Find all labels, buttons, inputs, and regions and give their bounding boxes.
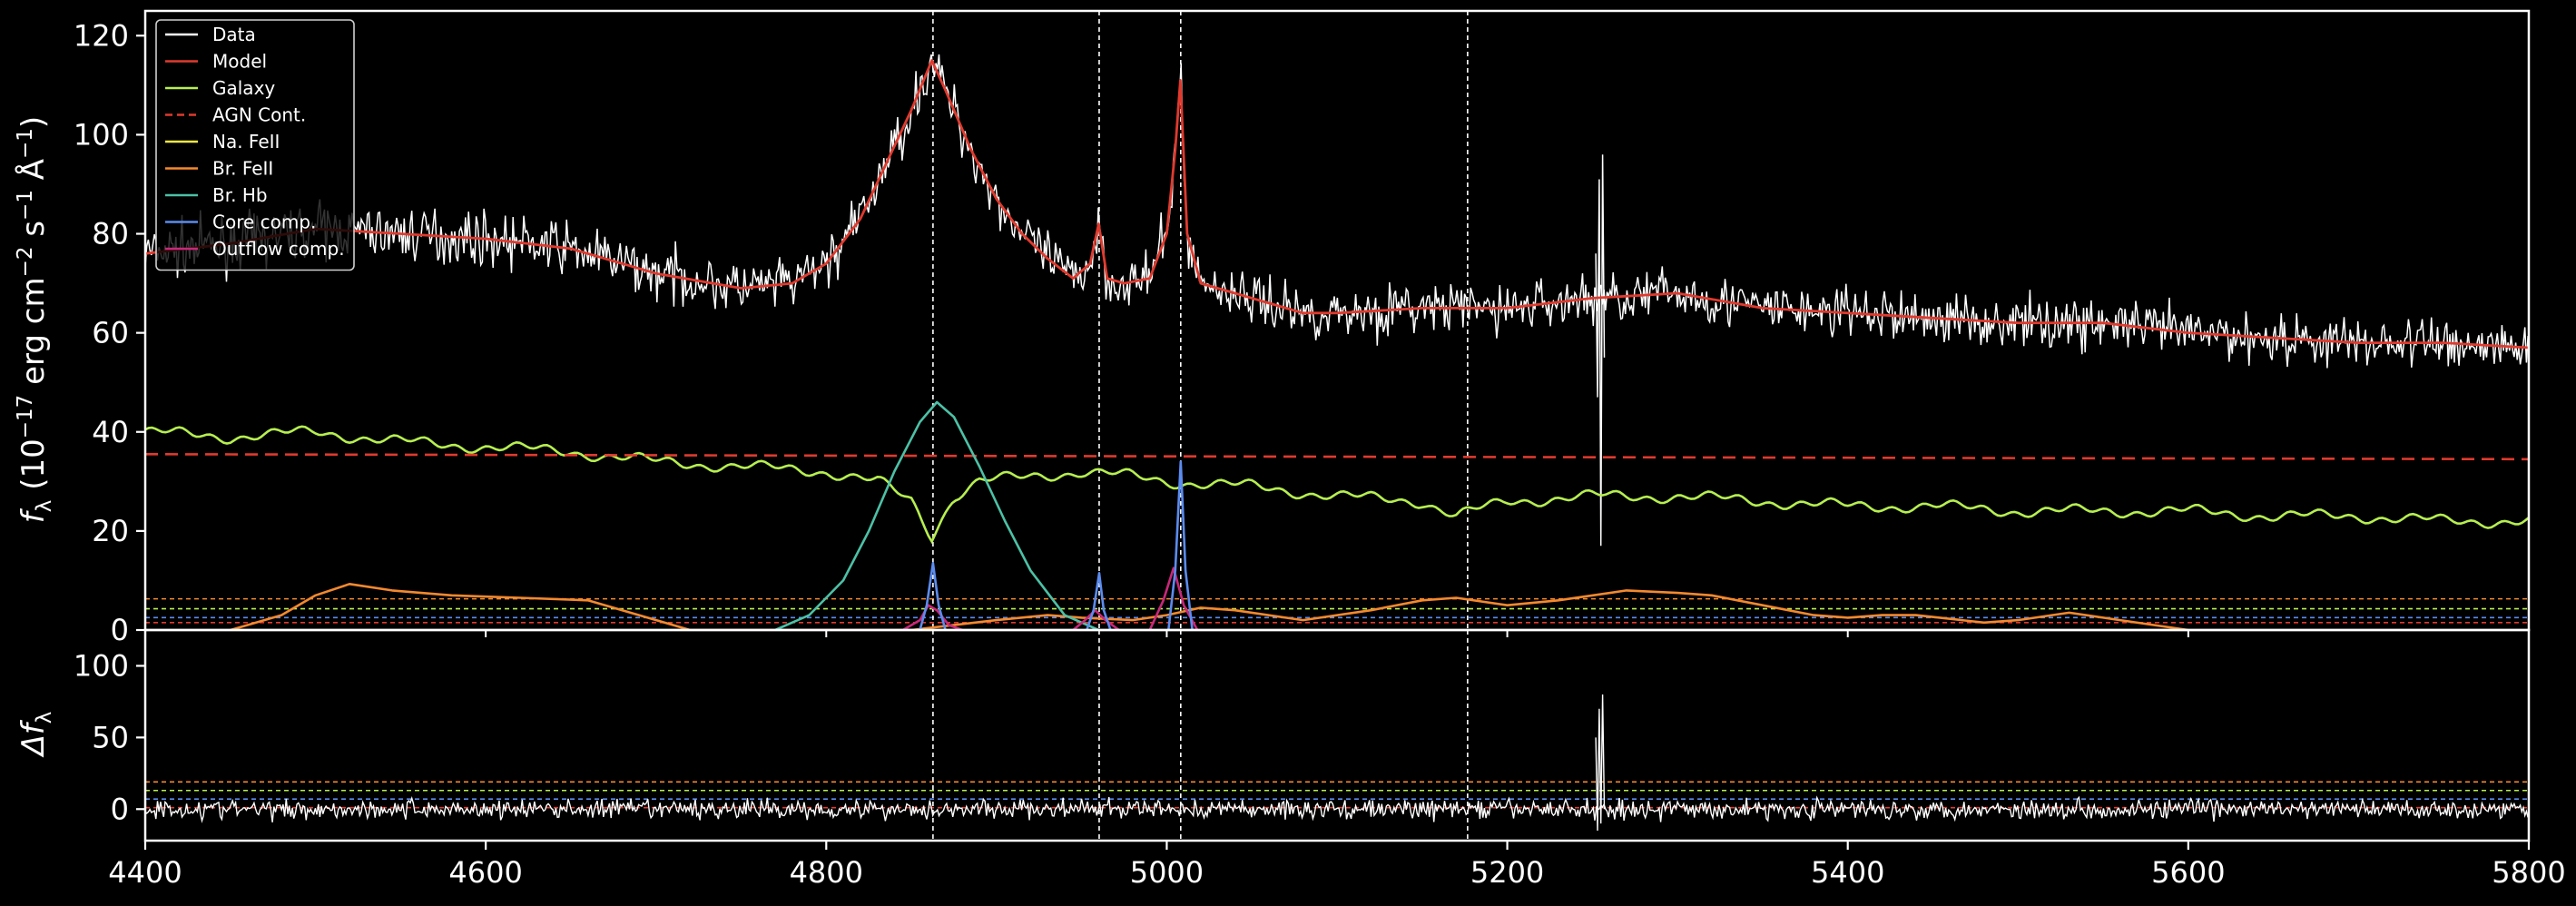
bottom-y-ticks: 0 50 100 bbox=[74, 648, 145, 826]
xtick-label-5800: 5800 bbox=[2492, 855, 2565, 890]
series-residual bbox=[145, 795, 2529, 823]
bottom-ytick-label-0: 0 bbox=[111, 792, 129, 826]
series-model bbox=[145, 59, 2529, 350]
top-ytick-label-120: 120 bbox=[74, 18, 129, 53]
series-core-comp--2 bbox=[1167, 460, 1194, 630]
legend-label-7: Core comp. bbox=[212, 212, 316, 233]
top-y-axis-label: fλ (10−17 erg cm−2 s−1 Å−1) bbox=[14, 116, 56, 523]
bottom-ytick-label-50: 50 bbox=[92, 720, 129, 754]
top-ytick-label-80: 80 bbox=[92, 217, 129, 251]
legend-label-0: Data bbox=[212, 24, 256, 45]
top-ytick-label-0: 0 bbox=[111, 613, 129, 647]
series-residual-spike bbox=[1595, 694, 1606, 832]
legend-frame bbox=[155, 19, 355, 271]
legend-label-6: Br. Hb bbox=[212, 184, 268, 206]
series-outflow-comp--1 bbox=[1072, 608, 1120, 630]
legend-label-1: Model bbox=[212, 51, 267, 73]
series-galaxy bbox=[145, 425, 2529, 545]
series-outflow-comp--0 bbox=[902, 604, 963, 630]
series-broad-hbeta bbox=[774, 400, 1099, 630]
top-ytick-label-40: 40 bbox=[92, 415, 129, 449]
legend-label-3: AGN Cont. bbox=[212, 104, 306, 126]
bottom-ytick-label-100: 100 bbox=[74, 648, 129, 683]
legend-label-8: Outflow comp. bbox=[212, 238, 345, 260]
top-series-layer bbox=[145, 54, 2529, 630]
bottom-y-axis-label: Δfλ bbox=[15, 712, 56, 759]
series-data-spike bbox=[1595, 154, 1606, 547]
top-ytick-label-60: 60 bbox=[92, 316, 129, 350]
legend-label-2: Galaxy bbox=[212, 77, 275, 99]
legend: Data Model Galaxy AGN Cont. Na. FeII Br. FeII… bbox=[155, 19, 355, 271]
xtick-label-5400: 5400 bbox=[1811, 855, 1884, 890]
bottom-axes-frame bbox=[143, 628, 2531, 842]
xtick-label-4600: 4600 bbox=[448, 855, 522, 890]
bottom-x-ticks: 4400 4600 4800 5000 5200 5400 5600 5800 bbox=[108, 841, 2566, 890]
top-ytick-label-100: 100 bbox=[74, 117, 129, 152]
series-broad-feii bbox=[230, 583, 2189, 630]
xtick-label-5000: 5000 bbox=[1130, 855, 1204, 890]
top-y-ticks: 0 20 40 60 80 100 120 bbox=[74, 18, 2530, 647]
series-core-comp--0 bbox=[919, 562, 947, 630]
series-core-comp--1 bbox=[1086, 572, 1112, 630]
legend-label-5: Br. FeII bbox=[212, 158, 273, 180]
xtick-label-4800: 4800 bbox=[790, 855, 863, 890]
top-ytick-label-20: 20 bbox=[92, 514, 129, 548]
xtick-label-4400: 4400 bbox=[108, 855, 182, 890]
legend-label-4: Na. FeII bbox=[212, 131, 280, 153]
xtick-label-5600: 5600 bbox=[2151, 855, 2225, 890]
bottom-series-layer bbox=[145, 694, 2529, 832]
xtick-label-5200: 5200 bbox=[1470, 855, 1544, 890]
spectrum-panel: 0 20 40 60 80 100 120 fλ (10−17 erg cm−2 s−1 Å… bbox=[14, 9, 2531, 647]
series-agn-continuum bbox=[145, 453, 2529, 461]
series-outflow-comp--2 bbox=[1148, 566, 1199, 630]
